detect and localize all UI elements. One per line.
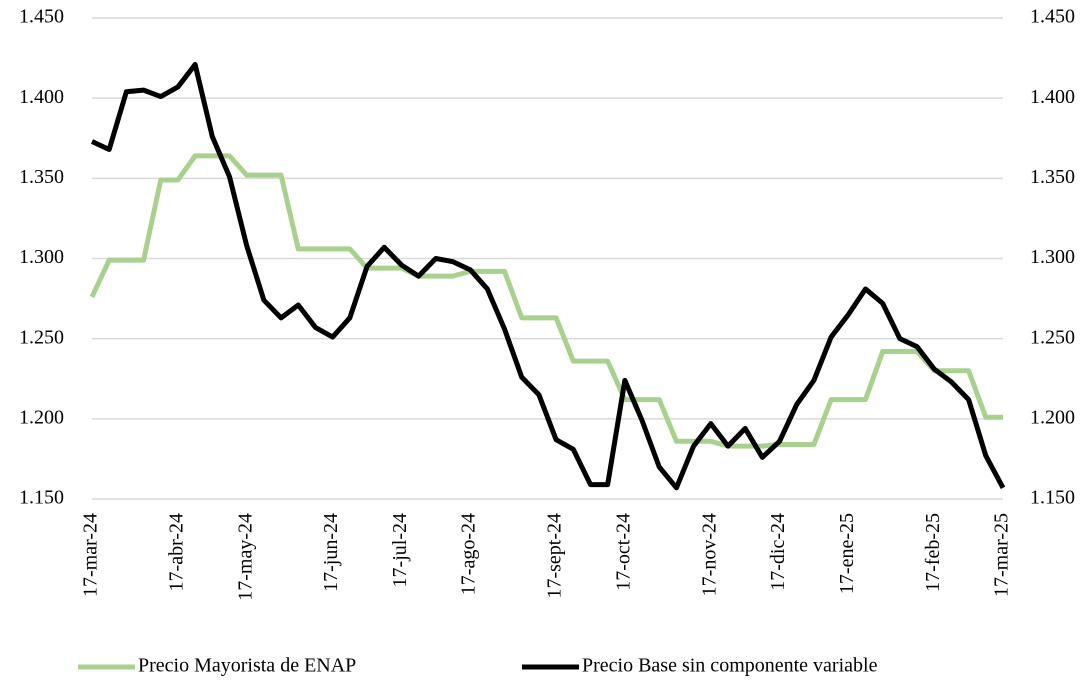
y-tick-label: 1.200 (19, 406, 64, 428)
x-tick-label: 17-mar-24 (80, 513, 102, 597)
y2-tick-label: 1.150 (1030, 487, 1075, 509)
x-tick-label: 17-abr-24 (166, 513, 188, 591)
y-tick-label: 1.400 (19, 86, 64, 108)
y2-tick-label: 1.350 (1030, 166, 1075, 188)
x-tick-label: 17-jun-24 (320, 513, 342, 592)
x-tick-label: 17-may-24 (234, 513, 256, 601)
x-tick-label: 17-jul-24 (389, 513, 411, 587)
y-tick-label: 1.350 (19, 166, 64, 188)
x-tick-label: 17-feb-25 (922, 513, 944, 592)
x-tick-label: 17-mar-25 (991, 513, 1013, 597)
x-tick-label: 17-ene-25 (836, 513, 858, 594)
y2-tick-label: 1.250 (1030, 326, 1075, 348)
y-tick-label: 1.450 (19, 6, 64, 28)
legend-label: Precio Mayorista de ENAP (138, 655, 356, 677)
x-tick-label: 17-oct-24 (612, 513, 634, 591)
data-line (90, 62, 1006, 491)
x-tick-label: 17-ago-24 (458, 513, 480, 595)
x-tick-label: 17-dic-24 (767, 513, 789, 591)
y-tick-label: 1.150 (19, 487, 64, 509)
legend-label: Precio Base sin componente variable (582, 655, 878, 677)
y-tick-label: 1.250 (19, 326, 64, 348)
y2-tick-label: 1.200 (1030, 406, 1075, 428)
x-tick-label: 17-nov-24 (698, 513, 720, 596)
data-line (89, 153, 1003, 449)
y2-tick-label: 1.400 (1030, 86, 1075, 108)
x-tick-label: 17-sept-24 (544, 513, 566, 599)
y-tick-label: 1.300 (19, 246, 64, 268)
y2-tick-label: 1.450 (1030, 6, 1075, 28)
y2-tick-label: 1.300 (1030, 246, 1075, 268)
